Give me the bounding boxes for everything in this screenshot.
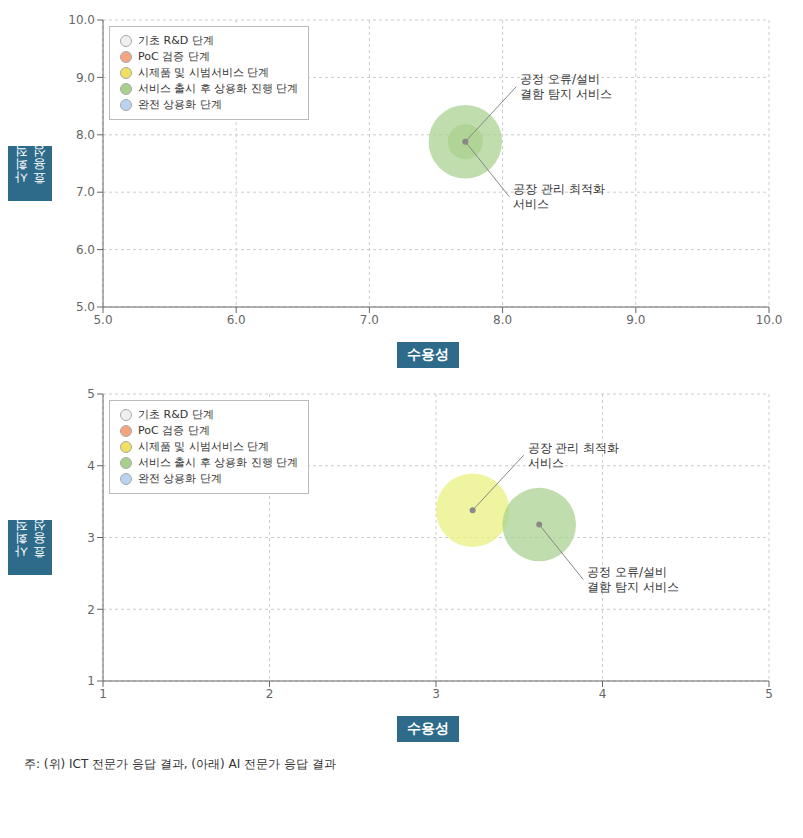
svg-text:7.0: 7.0 — [76, 185, 95, 199]
html-text:완전 상용화 단계: 완전 상용화 단계 — [138, 472, 222, 485]
html-text:PoC 검증 단계: PoC 검증 단계 — [138, 424, 210, 437]
html-text:수용성: 수용성 — [407, 720, 449, 736]
svg-text:4: 4 — [87, 459, 95, 473]
svg-text:공장 관리 최적화서비스: 공장 관리 최적화서비스 — [528, 440, 620, 469]
svg-text:공정 오류/설비결함 탐지 서비스: 공정 오류/설비결함 탐지 서비스 — [520, 72, 612, 101]
html-text:주: (위) ICT 전문가 응답 결과, (아래) AI: 주: (위) ICT 전문가 응답 결과, (아래) AI 전문가 응답 결과 — [24, 757, 336, 771]
html-text:시제품 및 시범서비스 단계: 시제품 및 시범서비스 단계 — [138, 440, 270, 453]
svg-text:4: 4 — [599, 687, 607, 701]
svg-text:공정 오류/설비결함 탐지 서비스: 공정 오류/설비결함 탐지 서비스 — [587, 565, 679, 594]
svg-text:3: 3 — [87, 531, 95, 545]
svg-text:공장 관리 최적화서비스: 공장 관리 최적화서비스 — [513, 182, 605, 211]
html-text:기초 R&D 단계: 기초 R&D 단계 — [138, 408, 214, 421]
svg-text:5.0: 5.0 — [93, 313, 112, 327]
svg-text:10.0: 10.0 — [68, 13, 95, 27]
svg-text:8.0: 8.0 — [76, 128, 95, 142]
svg-text:3: 3 — [432, 687, 440, 701]
html-text:PoC 검증 단계: PoC 검증 단계 — [138, 50, 210, 63]
svg-text:8.0: 8.0 — [493, 313, 512, 327]
svg-text:10.0: 10.0 — [756, 313, 783, 327]
svg-text:6.0: 6.0 — [76, 243, 95, 257]
html-text:기초 R&D 단계: 기초 R&D 단계 — [138, 34, 214, 47]
html-text:서비스 출시 후 상용화 진행 단계: 서비스 출시 후 상용화 진행 단계 — [138, 82, 299, 95]
html-text:사회적 효용성: 사회적 효용성 — [13, 153, 46, 193]
svg-text:6.0: 6.0 — [227, 313, 246, 327]
svg-text:1: 1 — [99, 687, 107, 701]
svg-text:9.0: 9.0 — [76, 71, 95, 85]
svg-text:1: 1 — [87, 674, 95, 688]
svg-text:2: 2 — [266, 687, 274, 701]
svg-text:7.0: 7.0 — [360, 313, 379, 327]
html-text:완전 상용화 단계: 완전 상용화 단계 — [138, 98, 222, 111]
html-text:수용성: 수용성 — [407, 346, 449, 362]
html-text:서비스 출시 후 상용화 진행 단계: 서비스 출시 후 상용화 진행 단계 — [138, 456, 299, 469]
html-text:시제품 및 시범서비스 단계: 시제품 및 시범서비스 단계 — [138, 66, 270, 79]
html-text:사회적 효용성: 사회적 효용성 — [13, 527, 46, 567]
svg-text:5.0: 5.0 — [76, 300, 95, 314]
svg-text:5: 5 — [765, 687, 773, 701]
svg-text:5: 5 — [87, 387, 95, 401]
svg-text:9.0: 9.0 — [626, 313, 645, 327]
svg-text:2: 2 — [87, 603, 95, 617]
